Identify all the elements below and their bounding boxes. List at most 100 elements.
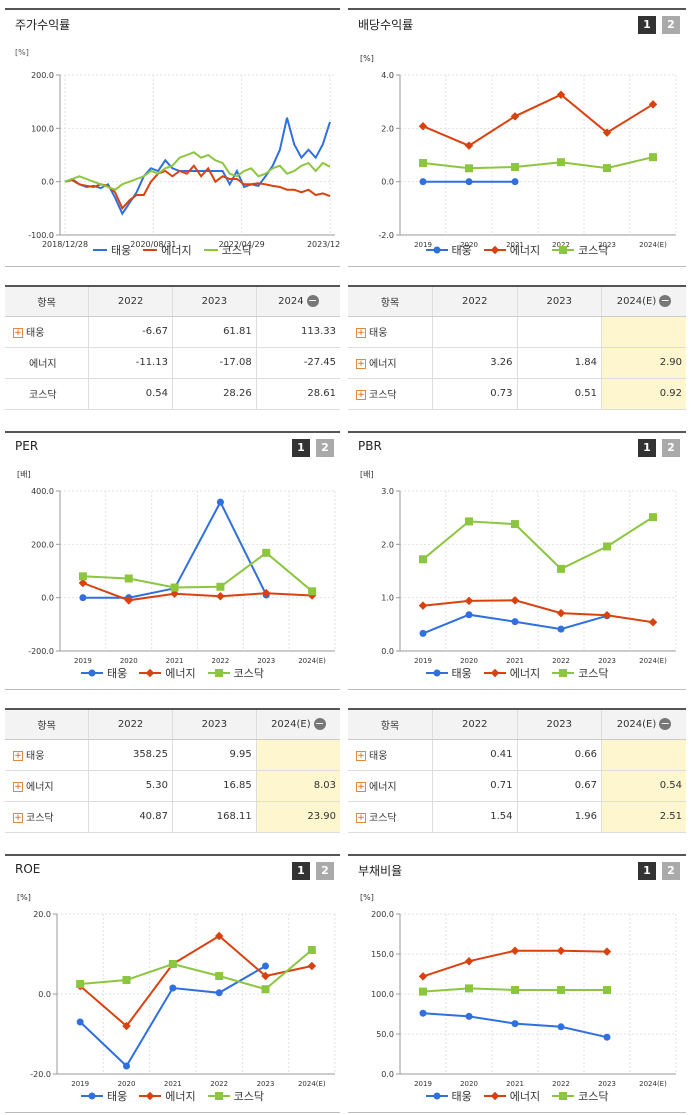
data-point-taewoong <box>511 618 519 626</box>
row-label: + 코스닥 <box>348 801 433 833</box>
collapse-icon[interactable]: − <box>659 717 672 731</box>
unit-label: [%] <box>360 893 374 902</box>
table-cell: 9.95 <box>171 739 257 771</box>
legend-kosdaq[interactable]: 코스닥 <box>552 242 609 258</box>
row-label: + 태웅 <box>348 316 433 348</box>
table-header: 2022 <box>432 286 517 317</box>
x-tick-label: 2024(E) <box>639 657 667 665</box>
x-tick-label: 2020/08/31 <box>130 240 176 248</box>
data-point-energy <box>307 961 317 971</box>
legend-energy[interactable]: 에너지 <box>139 665 196 681</box>
legend-energy[interactable]: 에너지 <box>483 1088 540 1104</box>
marker-swatch-icon <box>139 1091 162 1101</box>
expand-icon[interactable]: + <box>356 328 366 338</box>
tab-2[interactable]: 2 <box>662 16 680 34</box>
data-point-kosdaq <box>122 976 131 984</box>
debt-ratio-chart: 200.0 150.0 100.0 50.0 0.0 2019 2020 2021 2022 20… <box>360 893 677 1088</box>
data-point-energy <box>170 589 179 598</box>
marker-swatch-icon <box>483 1091 506 1101</box>
expand-icon[interactable]: + <box>13 813 23 823</box>
x-tick-label: 2020 <box>460 1080 478 1088</box>
y-tick-label: 0.0 <box>381 178 394 187</box>
tab-2[interactable]: 2 <box>316 862 334 880</box>
tab-1[interactable]: 1 <box>292 862 310 880</box>
data-point-kosdaq <box>559 246 568 254</box>
tab-2[interactable]: 2 <box>662 439 680 457</box>
collapse-icon[interactable]: − <box>313 717 326 731</box>
x-tick-label: 2019 <box>71 1080 89 1088</box>
table-row: 코스닥 0.54 28.26 28.61 <box>5 378 340 410</box>
x-tick-label: 2021 <box>506 657 524 665</box>
tab-1[interactable]: 1 <box>638 16 656 34</box>
marker-swatch-icon <box>81 669 103 677</box>
data-point-kosdaq <box>465 164 473 173</box>
legend-kosdaq[interactable]: 코스닥 <box>207 665 264 681</box>
tab-1[interactable]: 1 <box>638 862 656 880</box>
table-cell: 0.73 <box>432 378 517 410</box>
legend-taewoong[interactable]: 태웅 <box>93 242 131 258</box>
data-point-kosdaq <box>603 986 611 994</box>
data-point-kosdaq <box>78 572 87 581</box>
data-point-taewoong <box>465 178 473 186</box>
series-line-kosdaq <box>64 151 331 191</box>
data-point-kosdaq <box>511 986 519 994</box>
series-line-energy <box>422 93 654 147</box>
legend-label: 에너지 <box>165 1090 196 1103</box>
expand-icon[interactable]: + <box>356 751 366 761</box>
legend-kosdaq[interactable]: 코스닥 <box>552 665 609 681</box>
legend-taewoong[interactable]: 태웅 <box>425 242 472 258</box>
tab-2[interactable]: 2 <box>662 862 680 880</box>
expand-icon[interactable]: + <box>13 751 23 761</box>
table-header: 2022 <box>432 709 517 740</box>
marker-swatch-icon <box>207 1092 230 1100</box>
table-cell: 0.71 <box>432 770 517 802</box>
data-point-energy <box>556 608 566 618</box>
collapse-icon[interactable]: − <box>306 294 319 308</box>
table-header: 2022 <box>88 709 173 740</box>
tab-2[interactable]: 2 <box>316 439 334 457</box>
row-label: + 코스닥 <box>348 378 433 410</box>
data-point-taewoong <box>419 1009 427 1017</box>
data-point-energy <box>648 100 658 109</box>
legend-energy[interactable]: 에너지 <box>483 242 541 258</box>
pbr-panel: PBR 1 2 3.0 2.0 1.0 0.0 2019 2020 2021 2022 2023… <box>348 431 686 690</box>
table-header: 2024(E) − <box>601 286 686 317</box>
data-point-kosdaq <box>76 980 85 988</box>
legend-taewoong[interactable]: 태웅 <box>425 665 472 681</box>
legend-energy[interactable]: 에너지 <box>483 665 540 681</box>
tab-1[interactable]: 1 <box>638 439 656 457</box>
legend-label: 에너지 <box>509 244 541 257</box>
table-cell: 113.33 <box>255 316 340 348</box>
period-tabs: 1 2 <box>292 862 334 880</box>
expand-icon[interactable]: + <box>13 782 23 792</box>
legend-energy[interactable]: 에너지 <box>143 242 192 258</box>
series-line-energy <box>82 582 313 602</box>
legend-taewoong[interactable]: 태웅 <box>81 1088 127 1104</box>
expand-icon[interactable]: + <box>356 359 366 369</box>
data-point-kosdaq <box>307 946 316 954</box>
roe-panel: ROE 1 2 20.0 0.0 -20.0 2019 2020 2021 2022 2023… <box>5 854 340 1113</box>
collapse-icon[interactable]: − <box>659 294 672 308</box>
table-cell <box>601 316 686 348</box>
legend-taewoong[interactable]: 태웅 <box>425 1088 472 1104</box>
expand-icon[interactable]: + <box>356 813 366 823</box>
tab-1[interactable]: 1 <box>292 439 310 457</box>
data-point-taewoong <box>169 984 177 992</box>
legend-kosdaq[interactable]: 코스닥 <box>552 1088 609 1104</box>
data-point-energy <box>490 1091 499 1101</box>
x-tick-label: 2022 <box>552 657 570 665</box>
data-point-taewoong <box>419 178 427 186</box>
table-header: 항목 <box>348 709 433 740</box>
expand-icon[interactable]: + <box>356 390 366 400</box>
x-tick-label: 2023 <box>598 241 616 248</box>
x-tick-label: 2024(E) <box>298 657 326 665</box>
legend-energy[interactable]: 에너지 <box>139 1088 196 1104</box>
table-row: + 태웅 <box>348 316 686 348</box>
table-row: + 태웅 -6.67 61.81 113.33 <box>5 316 340 348</box>
data-point-energy <box>418 972 428 981</box>
legend-kosdaq[interactable]: 코스닥 <box>207 1088 264 1104</box>
legend-taewoong[interactable]: 태웅 <box>81 665 127 681</box>
expand-icon[interactable]: + <box>356 782 366 792</box>
expand-icon[interactable]: + <box>13 328 23 338</box>
legend-kosdaq[interactable]: 코스닥 <box>203 242 252 258</box>
